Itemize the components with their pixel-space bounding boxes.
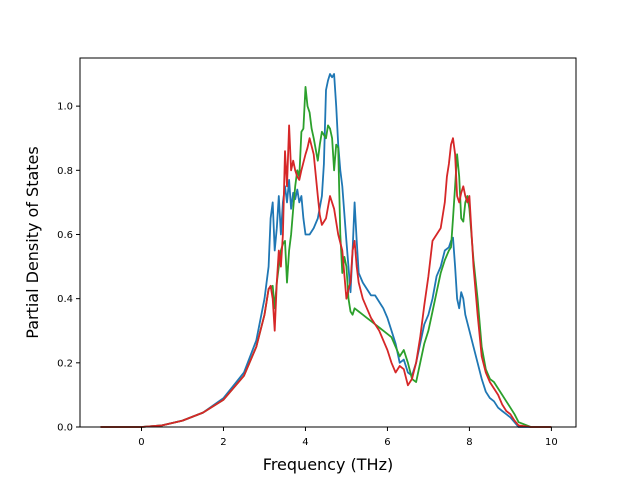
y-axis-label: Partial Density of States bbox=[23, 146, 42, 338]
y-tick-label: 0.2 bbox=[57, 358, 73, 369]
y-tick-label: 0.4 bbox=[57, 294, 73, 305]
x-axis-label: Frequency (THz) bbox=[263, 455, 393, 474]
y-tick-label: 0.8 bbox=[57, 166, 73, 177]
series-line-2 bbox=[100, 86, 552, 428]
x-tick-label: 8 bbox=[466, 437, 472, 448]
series-layer bbox=[100, 73, 552, 428]
x-tick-label: 10 bbox=[545, 437, 558, 448]
series-line-1 bbox=[100, 73, 552, 428]
x-tick-label: 4 bbox=[302, 437, 308, 448]
y-axis-ticks: 0.0 0.2 0.4 0.6 0.8 1.0 bbox=[57, 102, 80, 434]
y-tick-label: 0.0 bbox=[57, 423, 73, 434]
plot-frame bbox=[79, 57, 577, 428]
series-line-3 bbox=[100, 124, 552, 428]
y-tick-label: 1.0 bbox=[57, 102, 73, 113]
x-tick-label: 6 bbox=[384, 437, 390, 448]
x-tick-label: 0 bbox=[138, 437, 144, 448]
y-tick-label: 0.6 bbox=[57, 230, 73, 241]
x-axis-ticks: 0 2 4 6 8 10 bbox=[138, 427, 558, 448]
x-tick-label: 2 bbox=[220, 437, 226, 448]
